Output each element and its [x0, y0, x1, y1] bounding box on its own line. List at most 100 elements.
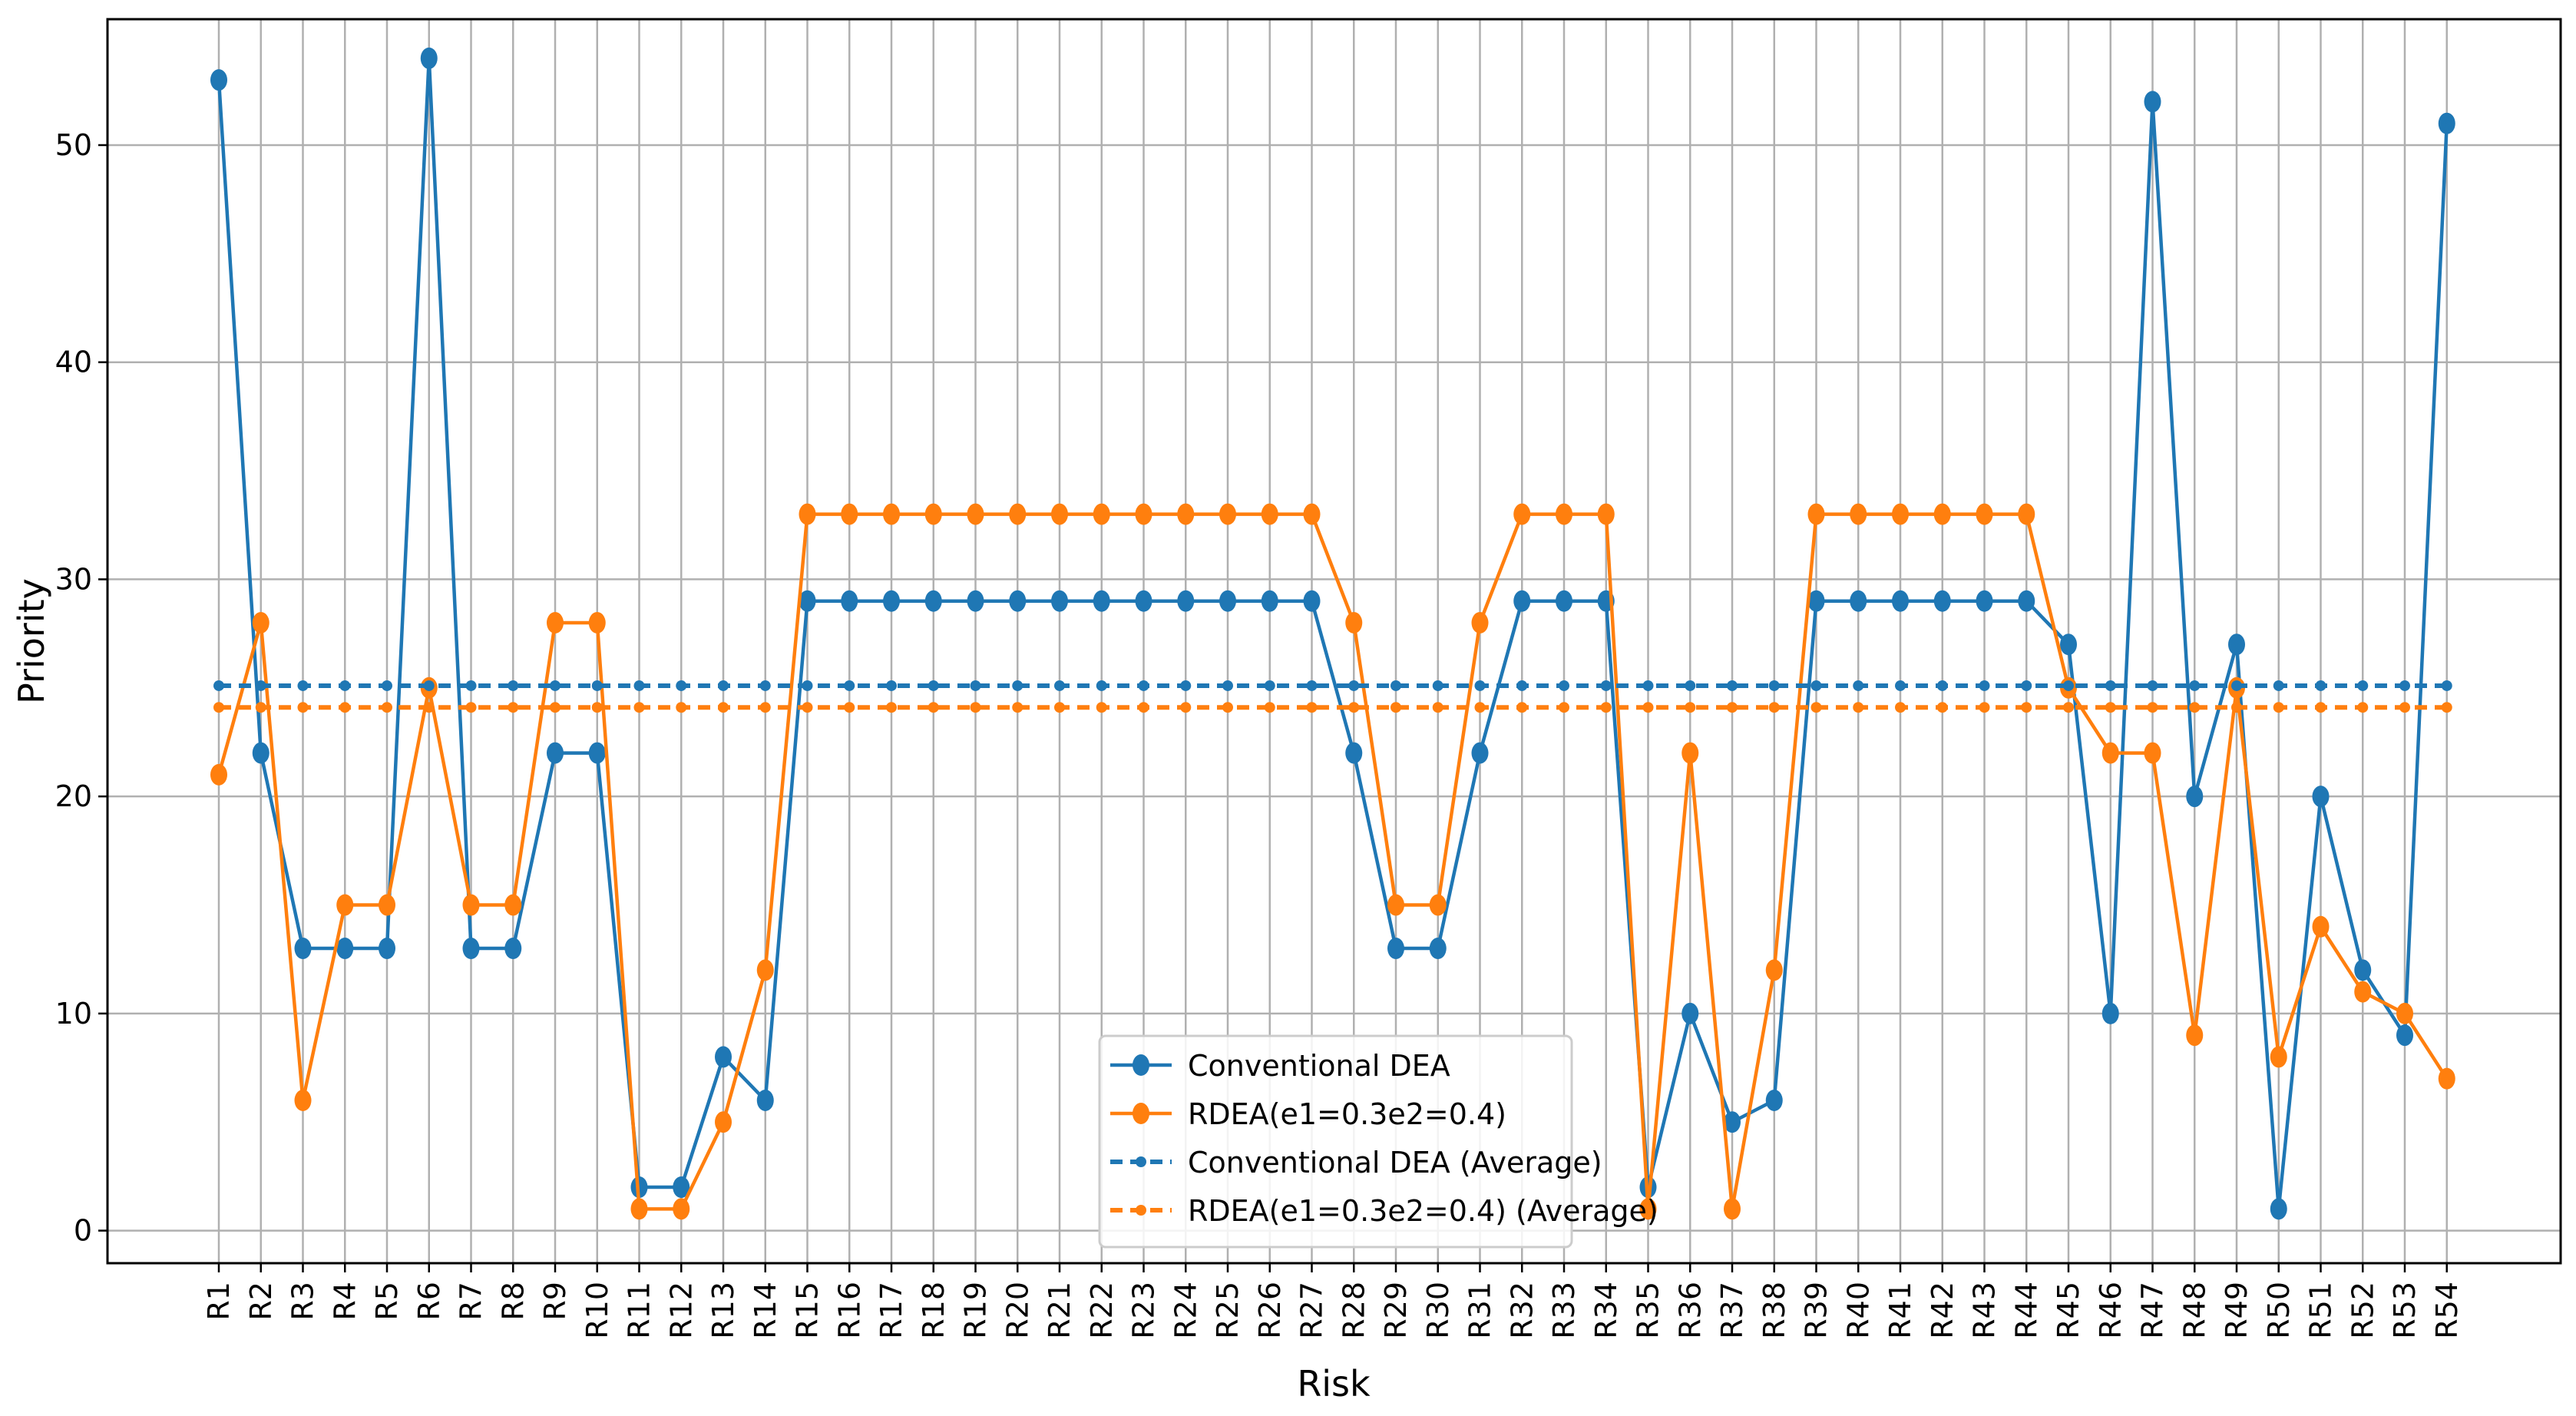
data-point [1135, 590, 1152, 612]
data-point [673, 1198, 690, 1220]
x-tick-label: R16 [832, 1282, 866, 1339]
x-tick-label: R21 [1043, 1282, 1076, 1339]
x-tick-label: R20 [1000, 1282, 1034, 1339]
y-tick-label: 30 [55, 562, 92, 596]
x-tick-label: R44 [2009, 1282, 2043, 1339]
average-marker [550, 702, 561, 713]
average-marker [1012, 680, 1023, 691]
data-point [1051, 503, 1068, 525]
x-tick-label: R19 [959, 1282, 993, 1339]
x-tick-label: R12 [664, 1282, 698, 1339]
data-point [1177, 590, 1195, 612]
x-tick-label: R47 [2136, 1282, 2170, 1339]
data-point [2018, 503, 2035, 525]
x-tick-label: R34 [1589, 1282, 1623, 1339]
legend-label: Conventional DEA [1188, 1049, 1450, 1083]
x-tick-label: R46 [2094, 1282, 2128, 1339]
x-tick-label: R43 [1968, 1282, 2002, 1339]
average-marker [1685, 702, 1696, 713]
data-point [294, 1089, 312, 1111]
series-3 [213, 702, 2452, 713]
data-point [294, 938, 312, 960]
x-tick-label: R52 [2346, 1282, 2379, 1339]
average-marker [802, 680, 813, 691]
data-point [2312, 915, 2330, 938]
average-marker [2189, 680, 2201, 691]
data-point [1850, 590, 1867, 612]
data-point [1429, 938, 1447, 960]
legend-item: RDEA(e1=0.3e2=0.4) [1110, 1097, 1506, 1131]
x-tick-label: R28 [1337, 1282, 1371, 1339]
x-tick-label: R35 [1632, 1282, 1665, 1339]
data-point [1850, 503, 1867, 525]
average-marker [970, 702, 981, 713]
data-point [1724, 1111, 1741, 1133]
data-point [210, 69, 227, 91]
average-marker [2231, 680, 2242, 691]
average-marker [1642, 702, 1654, 713]
data-point [1471, 742, 1489, 764]
average-marker [1768, 702, 1780, 713]
data-point [379, 938, 395, 960]
average-marker [1685, 680, 1696, 691]
average-marker [802, 702, 813, 713]
data-point [1471, 611, 1489, 634]
y-axis-label: Priority [11, 578, 52, 704]
x-tick-label: R4 [328, 1282, 362, 1321]
x-tick-label: R1 [202, 1282, 236, 1321]
legend-item: Conventional DEA [1110, 1049, 1450, 1083]
average-marker [2021, 702, 2032, 713]
average-marker [2441, 702, 2452, 713]
average-marker [1180, 680, 1192, 691]
x-tick-label: R50 [2262, 1282, 2296, 1339]
legend-box [1098, 1034, 1573, 1249]
average-marker [2147, 680, 2158, 691]
data-point [1976, 590, 1993, 612]
data-point [967, 503, 984, 525]
average-marker [1559, 680, 1569, 691]
average-marker [1474, 702, 1486, 713]
x-tick-label: R41 [1883, 1282, 1917, 1339]
average-marker [591, 702, 603, 713]
x-tick-label: R33 [1547, 1282, 1581, 1339]
legend-swatch-marker [1133, 1103, 1149, 1124]
average-marker [339, 702, 351, 713]
average-marker [928, 702, 939, 713]
data-point [2101, 742, 2119, 764]
average-marker [255, 680, 266, 691]
average-marker [465, 680, 477, 691]
x-tick-label: R31 [1463, 1282, 1497, 1339]
average-marker [1180, 702, 1192, 713]
average-marker [1306, 680, 1318, 691]
x-tick-label: R51 [2304, 1282, 2338, 1339]
data-point [1807, 590, 1825, 612]
data-point [1765, 1089, 1783, 1111]
average-marker [1936, 702, 1948, 713]
x-tick-label: R39 [1800, 1282, 1834, 1339]
average-marker [1600, 702, 1612, 713]
average-marker [2105, 680, 2116, 691]
average-marker [633, 702, 645, 713]
average-marker [2315, 702, 2326, 713]
x-tick-label: R30 [1421, 1282, 1455, 1339]
average-marker [1559, 702, 1569, 713]
average-marker [1810, 680, 1822, 691]
data-point [2396, 1024, 2413, 1047]
legend-swatch-marker [1136, 1205, 1146, 1216]
data-point [210, 763, 227, 786]
data-point [673, 1176, 690, 1199]
x-tick-label: R40 [1841, 1282, 1875, 1339]
average-marker [382, 702, 392, 713]
x-tick-label: R27 [1295, 1282, 1329, 1339]
data-point [924, 590, 942, 612]
average-marker [1516, 680, 1528, 691]
average-marker [1391, 680, 1401, 691]
data-point [547, 742, 564, 764]
x-tick-label: R23 [1127, 1282, 1161, 1339]
average-marker [1895, 680, 1906, 691]
average-marker [759, 680, 771, 691]
data-point [2144, 742, 2161, 764]
data-point [1093, 590, 1110, 612]
data-point [1724, 1198, 1741, 1220]
data-point [336, 938, 354, 960]
